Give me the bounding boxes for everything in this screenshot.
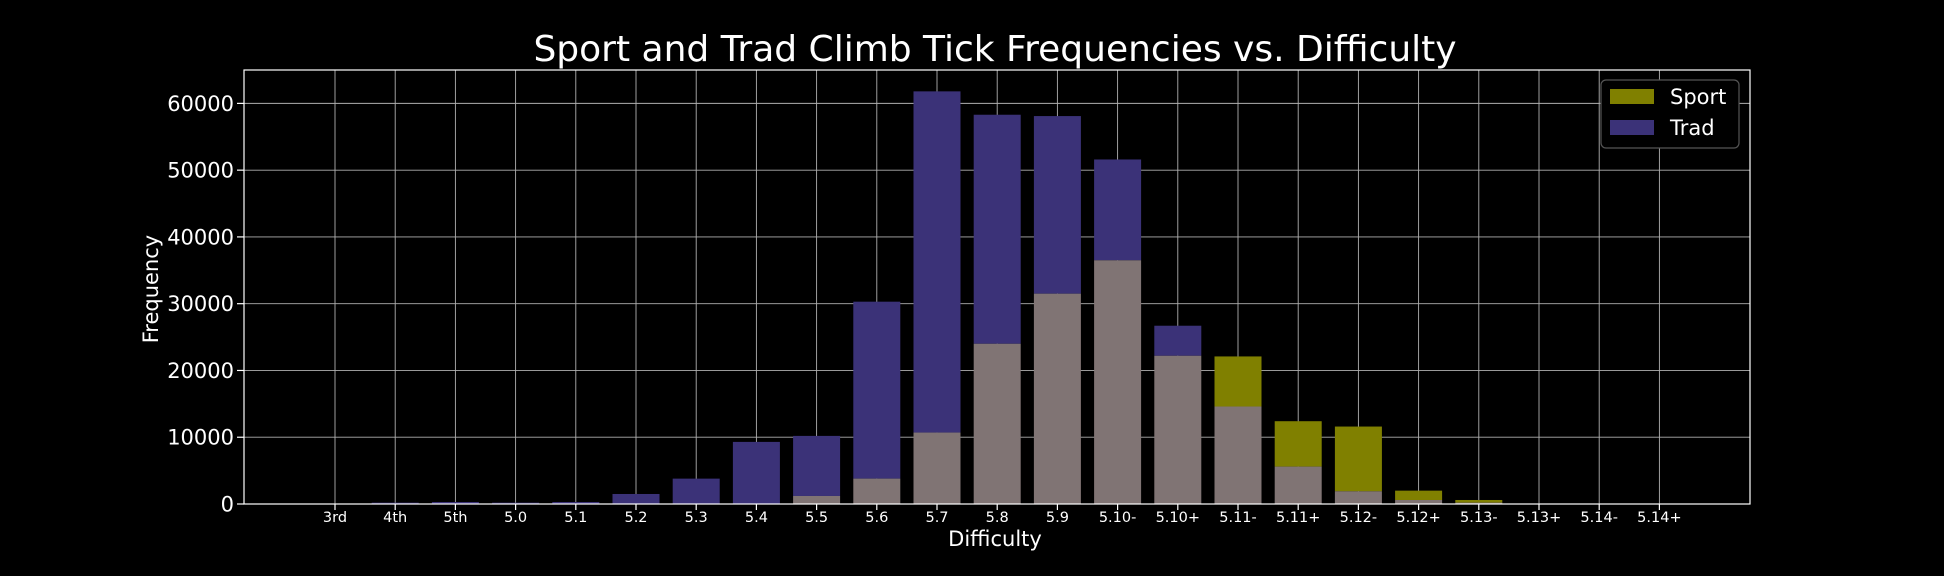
trad-bar-5.7 — [913, 91, 961, 433]
x-tick-label: 5.7 — [925, 510, 948, 526]
overlap-bar-5.5 — [793, 495, 841, 504]
sport-bar-5.11+ — [1274, 421, 1322, 467]
x-tick-label: 5th — [443, 510, 467, 526]
trad-bar-5th — [431, 501, 479, 504]
overlap-bar-5.12+ — [1395, 499, 1443, 504]
trad-bar-5.2 — [612, 493, 660, 504]
trad-bar-5.1 — [552, 501, 600, 504]
sport-bar-5.12+ — [1395, 490, 1443, 500]
legend-label-sport: Sport — [1670, 85, 1726, 109]
x-tick-label: 5.0 — [504, 510, 527, 526]
trad-bar-5.4 — [732, 441, 780, 504]
x-tick-label: 5.3 — [685, 510, 708, 526]
x-tick-label: 5.5 — [805, 510, 828, 526]
sport-bar-5.13- — [1455, 499, 1503, 503]
y-tick-label: 10000 — [167, 426, 234, 450]
x-axis-ticks: 3rd 4th 5th 5.0 5.1 5.2 5.3 5.4 5.5 5.6 5.7 5.8 5.9 5… — [323, 504, 1682, 526]
overlap-bar-5.11- — [1214, 406, 1262, 504]
x-tick-label: 5.1 — [564, 510, 587, 526]
x-tick-label: 5.13- — [1460, 510, 1498, 526]
y-tick-label: 0 — [221, 493, 234, 517]
x-tick-label: 5.6 — [865, 510, 888, 526]
legend-swatch-sport — [1610, 89, 1654, 104]
overlap-bar-5.10- — [1094, 260, 1142, 504]
y-tick-label: 30000 — [167, 292, 234, 316]
y-tick-label: 20000 — [167, 359, 234, 383]
bars — [371, 91, 1683, 504]
sport-bar-5.12- — [1334, 426, 1382, 492]
trad-bar-5.5 — [793, 435, 841, 496]
x-tick-label: 5.9 — [1046, 510, 1069, 526]
overlap-bar-5.11+ — [1274, 466, 1322, 504]
overlap-bar-5.8 — [973, 343, 1021, 504]
y-tick-label: 40000 — [167, 225, 234, 249]
x-tick-label: 5.14- — [1580, 510, 1618, 526]
y-tick-label: 50000 — [167, 159, 234, 183]
overlap-bar-5.7 — [913, 432, 961, 504]
x-tick-label: 5.10- — [1099, 510, 1137, 526]
trad-bar-5.3 — [672, 478, 720, 504]
legend-swatch-trad — [1610, 120, 1654, 135]
trad-bar-4th — [371, 502, 419, 504]
trad-bar-5.10- — [1094, 159, 1142, 261]
x-tick-label: 3rd — [323, 510, 347, 526]
chart-title: Sport and Trad Climb Tick Frequencies vs… — [533, 29, 1456, 70]
legend-label-trad: Trad — [1669, 116, 1715, 140]
legend: Sport Trad — [1600, 79, 1740, 149]
x-tick-label: 5.13+ — [1517, 510, 1561, 526]
overlap-bar-5.9 — [1033, 293, 1081, 504]
y-axis-ticks: 0 10000 20000 30000 40000 50000 60000 — [167, 92, 244, 517]
overlap-bar-5.12- — [1334, 491, 1382, 504]
trad-bar-5.6 — [853, 301, 901, 479]
x-tick-label: 5.12- — [1340, 510, 1378, 526]
y-axis-label: Frequency — [139, 235, 163, 344]
trad-bar-5.9 — [1033, 116, 1081, 294]
x-tick-label: 5.4 — [745, 510, 768, 526]
trad-bar-5.8 — [973, 114, 1021, 344]
x-axis-label: Difficulty — [948, 527, 1042, 551]
x-tick-label: 5.14+ — [1637, 510, 1681, 526]
sport-bar-5.11- — [1214, 356, 1262, 407]
trad-bar-5.0 — [492, 502, 540, 504]
overlap-bar-5.6 — [853, 478, 901, 504]
x-tick-label: 5.8 — [986, 510, 1009, 526]
overlap-bar-5.13- — [1455, 502, 1503, 504]
x-tick-label: 4th — [383, 510, 407, 526]
x-tick-label: 5.11+ — [1276, 510, 1320, 526]
x-tick-label: 5.11- — [1219, 510, 1257, 526]
x-tick-label: 5.10+ — [1156, 510, 1200, 526]
trad-bar-5.10+ — [1154, 325, 1202, 356]
overlap-bar-5.10+ — [1154, 355, 1202, 504]
x-tick-label: 5.12+ — [1396, 510, 1440, 526]
x-tick-label: 5.2 — [624, 510, 647, 526]
y-tick-label: 60000 — [167, 92, 234, 116]
